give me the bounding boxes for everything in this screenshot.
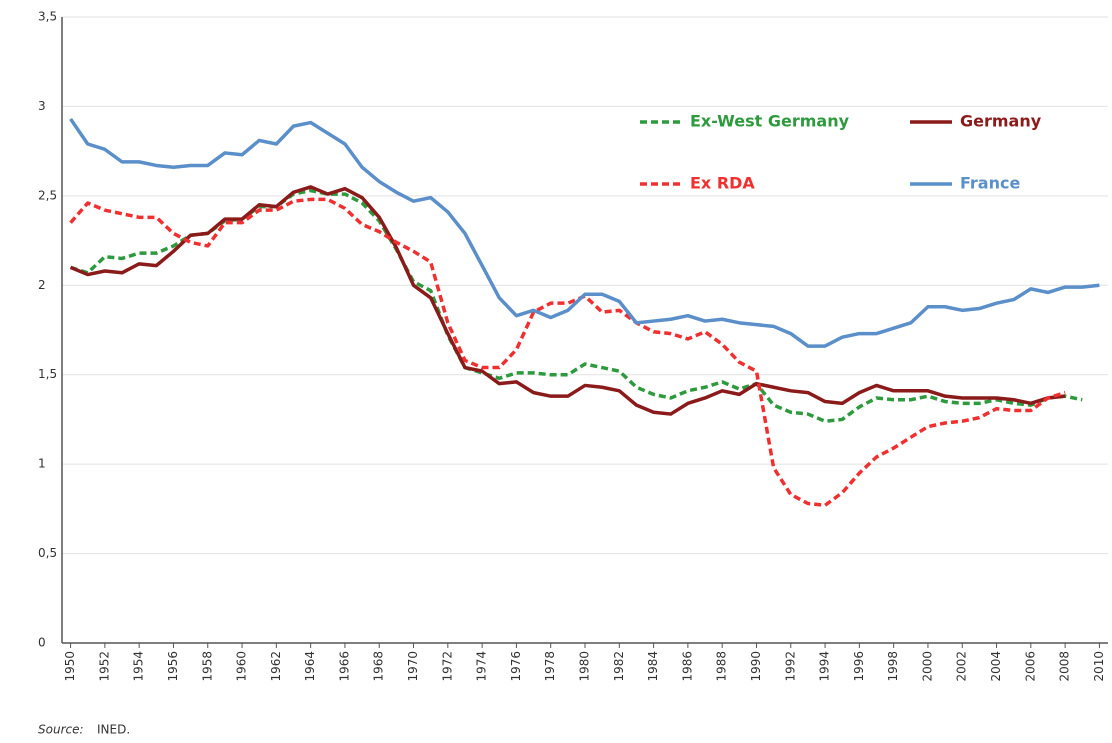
x-tick-label: 1998 [886,651,900,682]
y-tick-label: 3,5 [38,10,57,24]
legend-label: Germany [960,112,1042,131]
y-tick-label: 3 [38,99,46,113]
y-tick-label: 2,5 [38,188,57,202]
x-tick-label: 1970 [406,651,420,682]
x-tick-label: 2010 [1092,651,1106,682]
x-tick-label: 1962 [269,651,283,682]
legend-label: Ex RDA [690,174,755,193]
x-tick-label: 1968 [372,651,386,682]
x-tick-label: 1976 [509,651,523,682]
x-tick-label: 1950 [63,651,77,682]
y-tick-label: 1 [38,457,46,471]
x-tick-label: 1988 [715,651,729,682]
x-tick-label: 1966 [337,651,351,682]
x-tick-label: 1984 [646,651,660,682]
series-line [69,117,1100,348]
x-tick-label: 1994 [818,651,832,682]
source-label: Source: [38,723,84,737]
x-tick-label: 1990 [749,651,763,682]
x-tick-label: 1996 [852,651,866,682]
y-tick-label: 0 [38,636,46,650]
y-tick-label: 2 [38,278,46,292]
x-tick-label: 1974 [475,651,489,682]
x-tick-label: 1972 [440,651,454,682]
series-line [70,188,1083,423]
legend-label: France [960,174,1020,193]
x-tick-label: 1952 [97,651,111,682]
x-tick-label: 1958 [200,651,214,682]
x-tick-label: 2000 [920,651,934,682]
x-tick-label: 2004 [989,651,1003,682]
x-tick-label: 1992 [783,651,797,682]
x-tick-label: 2002 [955,651,969,682]
y-tick-label: 0,5 [38,546,57,560]
x-tick-label: 1954 [132,651,146,682]
x-tick-label: 1978 [543,651,557,682]
source-text: INED. [97,723,130,737]
y-tick-label: 1,5 [38,367,57,381]
series-line [69,185,1066,416]
x-tick-label: 1980 [578,651,592,682]
x-tick-label: 1982 [612,651,626,682]
x-tick-label: 1960 [235,651,249,682]
x-tick-label: 1956 [166,651,180,682]
x-tick-label: 2008 [1058,651,1072,682]
x-tick-label: 2006 [1023,651,1037,682]
legend-label: Ex-West Germany [690,112,850,131]
x-tick-label: 1986 [680,651,694,682]
series-line [69,197,1066,508]
x-tick-label: 1964 [303,651,317,682]
